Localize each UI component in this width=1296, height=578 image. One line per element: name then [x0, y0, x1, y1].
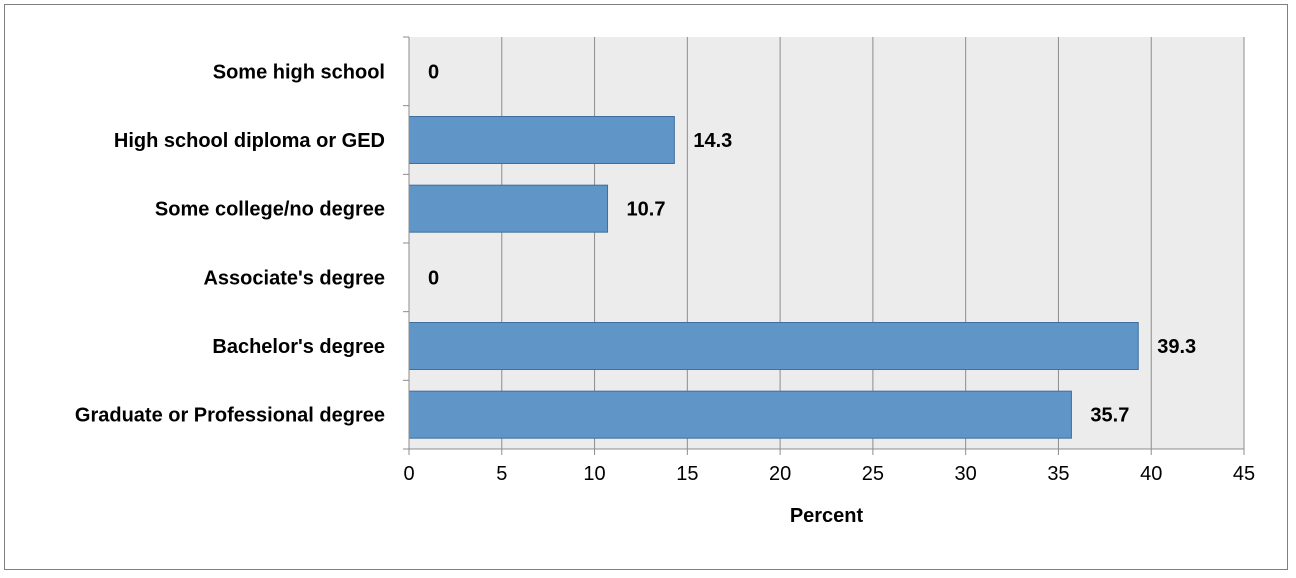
axes-group	[403, 36, 1245, 455]
x-axis-title: Percent	[790, 505, 864, 527]
x-tick-label: 25	[862, 463, 884, 485]
x-tick-label: 0	[403, 463, 414, 485]
value-label: 14.3	[693, 130, 732, 152]
category-label: Some college/no degree	[155, 199, 385, 221]
bars-group	[408, 116, 1139, 439]
bar-5	[408, 390, 1072, 439]
category-label: Associate's degree	[203, 267, 385, 289]
value-labels: 0 14.3 10.7 0 39.3 35.7	[428, 61, 1196, 426]
category-labels: Some high school High school diploma or G…	[75, 61, 385, 426]
category-label: Bachelor's degree	[212, 336, 385, 358]
gridlines	[501, 37, 1245, 449]
value-label: 0	[428, 61, 439, 83]
category-label: Some high school	[213, 61, 385, 83]
bar-2	[408, 184, 609, 233]
x-tick-label: 30	[955, 463, 977, 485]
x-tick-label: 40	[1140, 463, 1162, 485]
value-label: 0	[428, 267, 439, 289]
bar-4	[408, 322, 1139, 370]
category-label: High school diploma or GED	[114, 130, 385, 152]
bar-1	[408, 116, 675, 164]
x-tick-label: 20	[769, 463, 791, 485]
category-label: Graduate or Professional degree	[75, 405, 385, 427]
x-tick-labels: 0 5 10 15 20 25 30 35 40 45	[403, 463, 1255, 485]
x-tick-label: 15	[676, 463, 698, 485]
value-label: 35.7	[1090, 405, 1129, 427]
x-tick-label: 35	[1047, 463, 1069, 485]
plot-area	[409, 37, 1244, 449]
value-label: 39.3	[1157, 336, 1196, 358]
x-tick-label: 5	[496, 463, 507, 485]
x-tick-label: 10	[583, 463, 605, 485]
x-tick-label: 45	[1233, 463, 1255, 485]
value-label: 10.7	[627, 199, 666, 221]
